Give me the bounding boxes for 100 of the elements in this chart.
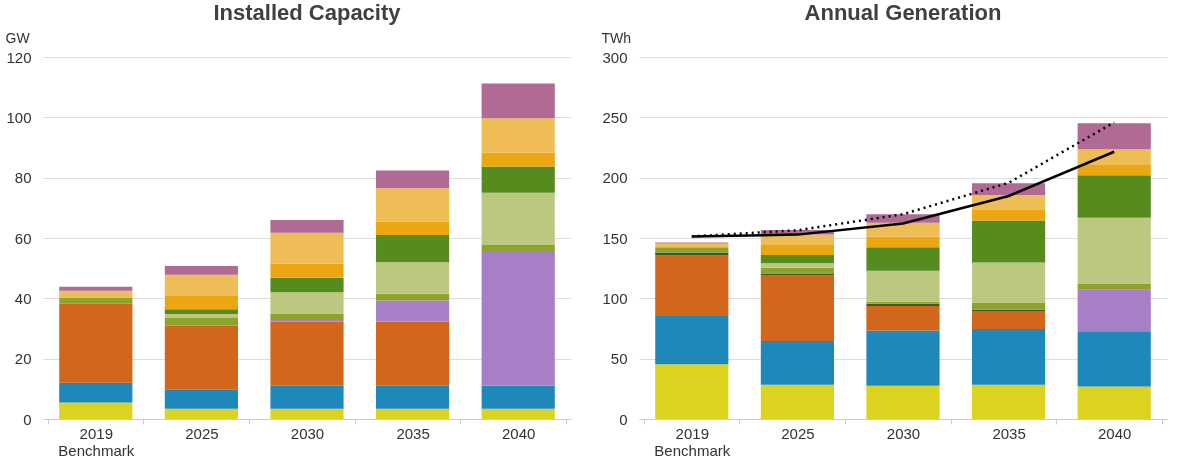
bar — [59, 297, 133, 304]
bar — [866, 306, 940, 331]
bar — [972, 210, 1046, 221]
y-tick-label: 200 — [602, 169, 628, 187]
bar — [376, 234, 450, 263]
bar — [376, 221, 450, 235]
bar — [1077, 149, 1151, 165]
bar — [481, 83, 555, 119]
y-tick-label: 100 — [6, 108, 32, 126]
bar — [376, 321, 450, 386]
bar — [481, 244, 555, 251]
bar — [376, 262, 450, 294]
bar — [376, 170, 450, 189]
bar — [270, 321, 344, 386]
bar — [655, 316, 729, 365]
bar — [655, 252, 729, 256]
bar — [270, 263, 344, 278]
x-tick-label: 2025 — [185, 424, 219, 442]
bar — [866, 236, 940, 248]
y-tick-label: 100 — [602, 289, 628, 307]
x-tick-label: 2040 — [502, 424, 536, 442]
bar — [164, 317, 238, 326]
bar — [655, 364, 729, 419]
bar — [866, 330, 940, 386]
bar — [866, 247, 940, 271]
y-tick-label: 250 — [602, 108, 628, 126]
bar — [760, 255, 834, 264]
y-tick-label: 20 — [14, 350, 32, 368]
bar — [866, 270, 940, 302]
bar — [972, 311, 1046, 329]
y-axis-title: GW — [5, 29, 31, 46]
chart-title: Installed Capacity — [213, 0, 402, 25]
bar — [1077, 165, 1151, 176]
x-tick-label: 2019 Benchmark — [654, 424, 731, 459]
y-tick-label: 50 — [610, 350, 628, 368]
bar — [481, 385, 555, 409]
bar — [481, 192, 555, 245]
bar — [376, 408, 450, 419]
bar — [481, 408, 555, 419]
x-tick-label: 2035 — [992, 424, 1026, 442]
bar — [59, 286, 133, 291]
bar — [760, 384, 834, 419]
y-tick-label: 80 — [14, 169, 32, 187]
bar — [59, 290, 133, 298]
bar — [481, 152, 555, 167]
bar — [376, 188, 450, 222]
bar — [270, 232, 344, 264]
bar — [760, 275, 834, 342]
bar — [760, 263, 834, 268]
bar — [481, 166, 555, 193]
bar — [760, 341, 834, 385]
y-tick-label: 0 — [619, 410, 628, 428]
y-tick-label: 120 — [6, 48, 32, 66]
bar — [1077, 386, 1151, 419]
x-tick-label: 2030 — [886, 424, 921, 442]
y-tick-label: 0 — [23, 410, 32, 428]
bar — [655, 255, 729, 317]
bar — [270, 408, 344, 419]
bar — [270, 385, 344, 409]
bar — [59, 402, 133, 419]
x-tick-label: 2030 — [290, 424, 325, 442]
bar — [1077, 123, 1151, 150]
bar — [866, 385, 940, 419]
bar — [270, 219, 344, 233]
bar — [972, 262, 1046, 303]
bar — [972, 302, 1046, 310]
bar — [481, 118, 555, 153]
y-tick-label: 60 — [14, 229, 32, 247]
bar — [1077, 217, 1151, 284]
bar — [1077, 175, 1151, 218]
bar — [1077, 289, 1151, 332]
bar — [59, 303, 133, 383]
bar — [164, 389, 238, 409]
bar — [972, 384, 1046, 419]
x-tick-label: 2025 — [781, 424, 815, 442]
bar — [59, 382, 133, 403]
bar — [972, 194, 1046, 211]
bar — [164, 309, 238, 315]
x-tick-label: 2019 Benchmark — [58, 424, 135, 459]
bar — [760, 234, 834, 245]
bar — [164, 266, 238, 275]
bar — [270, 277, 344, 293]
y-tick-label: 150 — [602, 229, 628, 247]
chart-title: Annual Generation — [804, 0, 1002, 25]
bar — [164, 325, 238, 390]
y-tick-label: 40 — [14, 289, 32, 307]
bar — [164, 295, 238, 310]
bar — [376, 385, 450, 409]
bar — [972, 220, 1046, 263]
bar — [481, 250, 555, 386]
bar — [270, 313, 344, 321]
bar — [164, 314, 238, 318]
bar — [376, 293, 450, 301]
bar — [270, 292, 344, 314]
bar — [1077, 331, 1151, 387]
x-tick-label: 2040 — [1098, 424, 1132, 442]
bar — [760, 267, 834, 274]
bar — [164, 408, 238, 419]
bar — [376, 300, 450, 322]
bar — [760, 245, 834, 256]
